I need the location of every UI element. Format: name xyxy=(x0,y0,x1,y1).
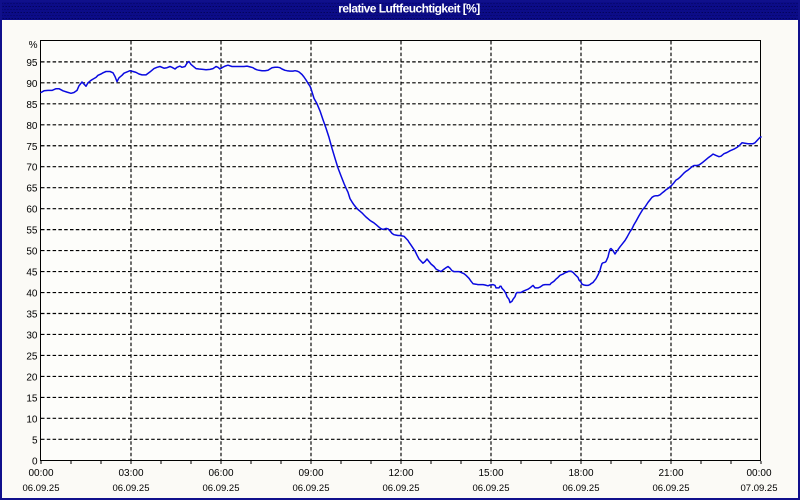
svg-text:09:00: 09:00 xyxy=(298,468,323,479)
svg-text:30: 30 xyxy=(26,331,38,342)
svg-text:50: 50 xyxy=(26,247,38,258)
svg-text:20: 20 xyxy=(26,372,38,383)
svg-text:00:00: 00:00 xyxy=(746,468,771,479)
svg-text:06.09.25: 06.09.25 xyxy=(473,483,510,494)
svg-text:65: 65 xyxy=(26,184,38,195)
svg-text:06.09.25: 06.09.25 xyxy=(653,483,690,494)
svg-text:10: 10 xyxy=(26,414,38,425)
svg-text:18:00: 18:00 xyxy=(568,468,593,479)
svg-text:55: 55 xyxy=(26,226,38,237)
svg-text:0: 0 xyxy=(32,456,38,467)
svg-text:00:00: 00:00 xyxy=(28,468,53,479)
svg-text:07.09.25: 07.09.25 xyxy=(741,483,778,494)
svg-text:06.09.25: 06.09.25 xyxy=(293,483,330,494)
svg-text:80: 80 xyxy=(26,121,38,132)
svg-text:12:00: 12:00 xyxy=(388,468,413,479)
svg-text:21:00: 21:00 xyxy=(658,468,683,479)
svg-text:03:00: 03:00 xyxy=(118,468,143,479)
svg-text:relative Luftfeuchtigkeit [%]: relative Luftfeuchtigkeit [%] xyxy=(338,2,480,16)
svg-text:35: 35 xyxy=(26,310,38,321)
svg-text:06.09.25: 06.09.25 xyxy=(23,483,60,494)
svg-text:06.09.25: 06.09.25 xyxy=(563,483,600,494)
svg-text:15:00: 15:00 xyxy=(478,468,503,479)
svg-text:5: 5 xyxy=(32,435,38,446)
svg-text:70: 70 xyxy=(26,163,38,174)
svg-text:95: 95 xyxy=(26,58,38,69)
svg-text:06.09.25: 06.09.25 xyxy=(203,483,240,494)
svg-text:45: 45 xyxy=(26,268,38,279)
svg-text:25: 25 xyxy=(26,351,38,362)
svg-text:06.09.25: 06.09.25 xyxy=(113,483,150,494)
svg-text:15: 15 xyxy=(26,393,38,404)
svg-text:85: 85 xyxy=(26,100,38,111)
svg-text:06.09.25: 06.09.25 xyxy=(383,483,420,494)
svg-text:40: 40 xyxy=(26,289,38,300)
svg-text:06:00: 06:00 xyxy=(208,468,233,479)
svg-text:75: 75 xyxy=(26,142,38,153)
svg-text:60: 60 xyxy=(26,205,38,216)
svg-text:%: % xyxy=(29,40,38,51)
svg-text:90: 90 xyxy=(26,79,38,90)
